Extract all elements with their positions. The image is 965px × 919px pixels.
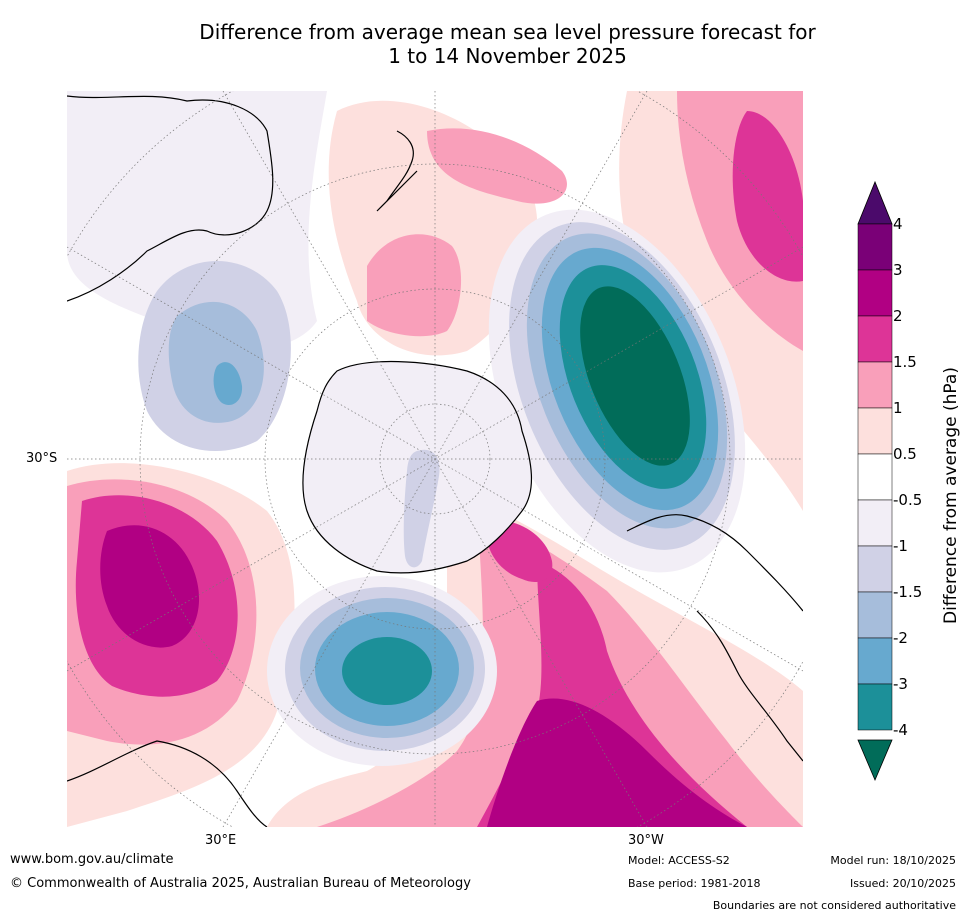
anomaly-low-weddell [488,209,746,573]
colorbar-swatch-3-4 [857,223,893,271]
anomaly-high-indian-ocean [67,463,295,827]
colorbar-svg [857,180,893,782]
pressure-anomaly-map [67,91,803,827]
colorbar-swatch-neutral [857,453,893,501]
anomaly-low-southern-indian [67,91,327,451]
coastlines [67,95,803,827]
footer-copyright: © Commonwealth of Australia 2025, Austra… [10,876,471,891]
colorbar-tick: 3 [893,261,903,279]
colorbar-tick: -1 [893,537,908,555]
footer-disclaimer: Boundaries are not considered authoritat… [712,899,956,912]
colorbar-tick: 4 [893,215,903,233]
colorbar-tick: 1 [893,399,903,417]
colorbar-tick: 2 [893,307,903,325]
lon-label-30w: 30°W [628,833,664,848]
colorbar-swatch-gt4 [857,180,893,225]
colorbar-tick: -4 [893,721,908,739]
colorbar [855,180,895,786]
map-canvas [67,91,803,827]
colorbar-swatch-2-3 [857,269,893,317]
footer-model: Model: ACCESS-S2 [628,854,730,867]
lat-label-30s: 30°S [26,451,58,466]
colorbar-tick: -2 [893,629,908,647]
colorbar-swatch-m2-m1.5 [857,591,893,639]
footer-model-run: Model run: 18/10/2025 [830,854,956,867]
colorbar-swatch-m4-m3 [857,683,893,731]
colorbar-tick: -0.5 [893,491,923,509]
colorbar-swatch-1-1.5 [857,361,893,409]
colorbar-axis-label: Difference from average (hPa) [941,367,961,624]
colorbar-tick: -1.5 [893,583,923,601]
title-line-2: 1 to 14 November 2025 [388,44,627,68]
anomaly-high-southeast-pacific [619,91,803,511]
colorbar-tick: 0.5 [893,445,917,463]
colorbar-swatch-m3-m2 [857,637,893,685]
colorbar-swatch-0.5-1 [857,407,893,455]
footer-base-period: Base period: 1981-2018 [628,877,761,890]
lon-label-30e: 30°E [205,833,237,848]
title-line-1: Difference from average mean sea level p… [199,20,816,44]
footer-issued: Issued: 20/10/2025 [849,877,956,890]
anomaly-high-pacific [328,100,567,356]
antarctica-region [302,360,532,574]
colorbar-swatch-m1.5-m1 [857,545,893,593]
colorbar-swatch-1.5-2 [857,315,893,363]
graticule [67,91,803,827]
footer-url[interactable]: www.bom.gov.au/climate [10,852,174,867]
colorbar-tick: 1.5 [893,353,917,371]
chart-title: Difference from average mean sea level p… [0,20,965,68]
colorbar-tick: -3 [893,675,908,693]
anomaly-low-south-of-africa [267,576,497,766]
colorbar-swatch-lt-4 [857,739,893,782]
colorbar-swatch-m1-m0.5 [857,499,893,547]
